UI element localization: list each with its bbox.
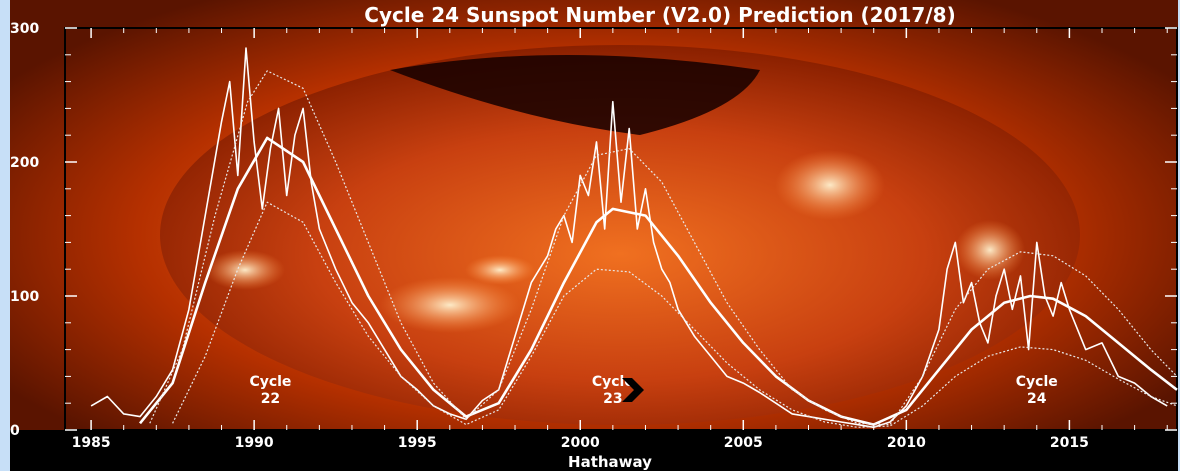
x-axis-label: Hathaway [568,453,652,471]
y-tick-label: 300 [10,21,39,37]
arrow-icon [622,378,644,402]
cycle-label-title: Cycle [249,374,291,390]
y-axis: 0 100 200 300 [10,21,1177,439]
x-tick-label: 2010 [887,435,926,451]
cycle-label-number: 23 [603,391,622,407]
x-axis: 1985 1990 1995 2000 2005 2010 2015 [72,28,1168,451]
active-region [955,220,1025,280]
x-tick-label: 1995 [398,435,437,451]
x-tick-label: 2000 [561,435,600,451]
active-region [465,255,535,285]
active-region [205,250,285,290]
y-tick-label: 0 [10,423,20,439]
series-line-lower-bound [172,201,1178,428]
series-line-prediction [138,136,1178,426]
x-tick-label: 2015 [1050,435,1089,451]
chart-title: Cycle 24 Sunspot Number (V2.0) Predictio… [364,3,955,27]
y-tick-label: 200 [10,155,39,171]
cycle-label-title: Cycle [1016,374,1058,390]
plot-border [64,27,1178,431]
x-tick-label: 1990 [235,435,274,451]
series-line-upper-bound [149,70,1178,426]
coronal-hole [390,55,760,135]
x-tick-label: 1985 [72,435,111,451]
active-region [775,150,885,220]
y-tick-label: 100 [10,289,39,305]
series-layer [90,47,1178,429]
cycle-label-number: 24 [1027,391,1047,407]
cycle-label-number: 22 [261,391,280,407]
cycle-label-title: Cycle [592,374,634,390]
axis-band [10,430,1178,471]
x-tick-label: 2005 [724,435,763,451]
active-region [380,277,520,333]
series-line-monthly [90,47,1168,429]
